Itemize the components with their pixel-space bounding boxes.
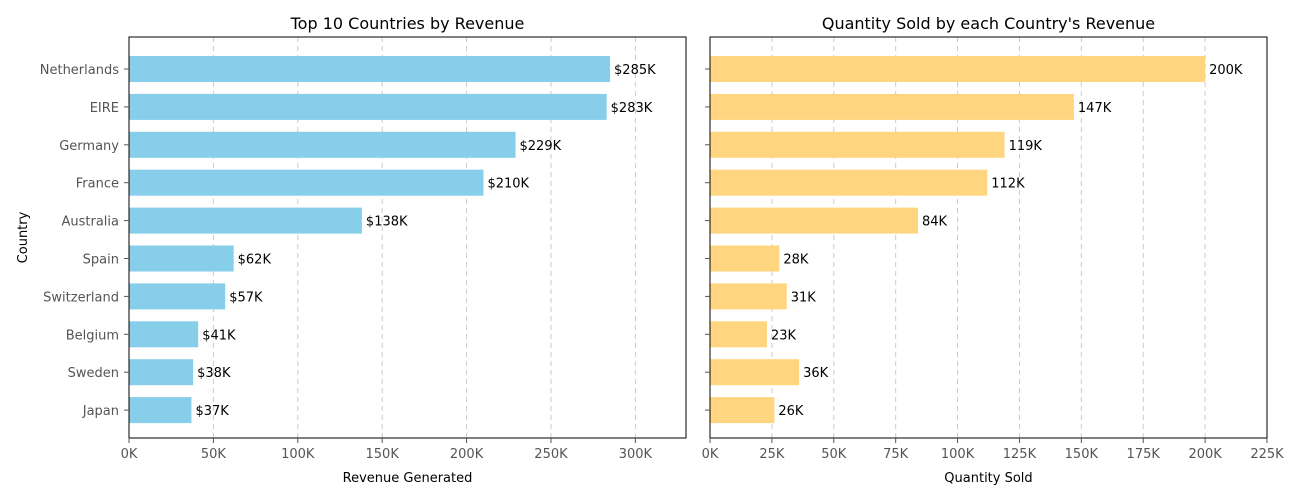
revenue-y-axis-label: Country [16,211,31,263]
revenue-chart-title: Top 10 Countries by Revenue [290,14,525,33]
revenue-bar-japan [129,397,192,424]
quantity-x-tick-label: 150K [1065,447,1099,462]
revenue-data-label: $229K [520,139,562,154]
revenue-x-tick-label: 150K [366,447,400,462]
quantity-bar-netherlands [710,56,1206,82]
quantity-data-label: 147K [1078,101,1112,116]
quantity-x-tick-label: 75K [883,447,909,462]
revenue-x-tick-label: 200K [450,447,484,462]
revenue-y-tick-label: Switzerland [43,290,119,305]
quantity-bar-france [710,169,988,196]
quantity-data-label: 26K [778,404,804,419]
quantity-data-label: 23K [771,328,797,343]
revenue-y-tick-label: France [76,177,119,192]
revenue-y-tick-label: Belgium [66,328,119,343]
quantity-x-tick-label: 225K [1250,447,1284,462]
quantity-data-label: 200K [1209,63,1243,78]
revenue-y-tick-label: Germany [59,139,119,154]
quantity-bar-japan [710,397,775,424]
revenue-data-label: $62K [238,253,272,268]
quantity-chart: 0K 25K 50K 75K 100K 125K 150K 175K 200K 225K 200K… [702,14,1285,486]
revenue-bar-france [129,169,484,196]
quantity-data-label: 119K [1009,139,1043,154]
revenue-x-tick-label: 50K [201,447,227,462]
quantity-x-tick-label: 0K [702,447,719,462]
revenue-chart: 0K 50K 100K 150K 200K 250K 300K Netherlands EIR… [16,14,687,486]
revenue-y-tick-label: Netherlands [40,63,119,78]
quantity-data-label: 28K [783,253,809,268]
revenue-data-label: $37K [195,404,229,419]
quantity-x-tick-label: 125K [1003,447,1037,462]
revenue-bar-sweden [129,359,194,386]
revenue-data-label: $283K [611,101,653,116]
revenue-x-tick-label: 300K [619,447,653,462]
revenue-bar-australia [129,207,362,234]
revenue-x-tick-label: 250K [534,447,568,462]
revenue-y-tick-label: Japan [82,404,119,419]
revenue-y-tick-label: Spain [83,253,119,268]
quantity-bar-australia [710,207,918,234]
revenue-plot-frame [128,36,687,439]
quantity-x-tick-label: 100K [941,447,975,462]
revenue-data-label: $285K [614,63,656,78]
quantity-bar-switzerland [710,283,787,310]
quantity-data-label: 84K [922,215,948,230]
quantity-bar-germany [710,131,1005,158]
quantity-chart-title: Quantity Sold by each Country's Revenue [822,14,1155,33]
quantity-x-tick-label: 200K [1188,447,1222,462]
quantity-plot-frame [709,36,1268,439]
revenue-bar-germany [129,131,516,158]
quantity-bar-sweden [710,359,800,386]
revenue-bar-spain [129,245,234,272]
quantity-bar-spain [710,245,780,272]
revenue-bar-belgium [129,321,199,348]
revenue-data-label: $38K [197,366,231,381]
quantity-x-tick-label: 175K [1127,447,1161,462]
quantity-data-label: 112K [991,177,1025,192]
revenue-y-tick-label: Australia [61,215,119,230]
revenue-x-tick-label: 100K [281,447,315,462]
revenue-bar-netherlands [129,56,611,82]
revenue-bar-switzerland [129,283,226,310]
quantity-x-tick-label: 50K [821,447,847,462]
quantity-bar-belgium [710,321,767,348]
revenue-y-tick-label: Sweden [68,366,119,381]
quantity-bar-eire [710,93,1074,120]
revenue-data-label: $41K [202,328,236,343]
revenue-x-tick-label: 0K [121,447,138,462]
revenue-bar-eire [129,93,607,120]
revenue-data-label: $57K [229,290,263,305]
revenue-y-tick-label: EIRE [90,101,119,116]
revenue-data-label: $210K [487,177,529,192]
quantity-data-label: 36K [803,366,829,381]
quantity-x-tick-label: 25K [759,447,785,462]
quantity-x-axis-label: Quantity Sold [944,471,1032,486]
revenue-x-axis-label: Revenue Generated [343,471,473,486]
quantity-data-label: 31K [791,290,817,305]
revenue-data-label: $138K [366,215,408,230]
